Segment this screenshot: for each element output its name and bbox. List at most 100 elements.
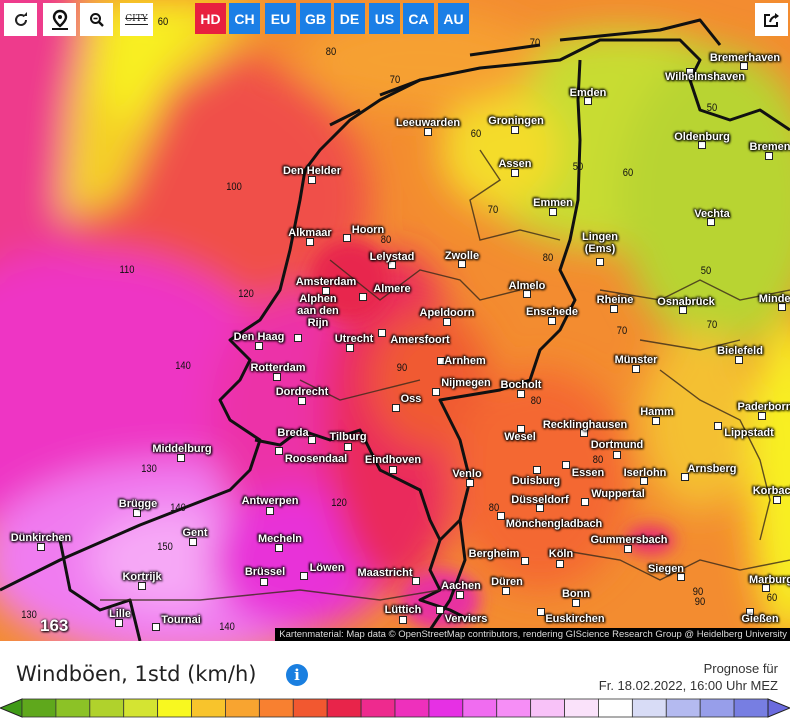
city-marker[interactable] bbox=[681, 473, 689, 481]
city-marker[interactable] bbox=[275, 447, 283, 455]
city-marker[interactable] bbox=[652, 417, 660, 425]
city-marker[interactable] bbox=[596, 258, 604, 266]
city-marker[interactable] bbox=[346, 344, 354, 352]
city-marker[interactable] bbox=[502, 587, 510, 595]
city-marker[interactable] bbox=[260, 578, 268, 586]
city-toggle-button[interactable]: CITY bbox=[120, 3, 153, 36]
city-marker[interactable] bbox=[580, 429, 588, 437]
city-marker[interactable] bbox=[707, 218, 715, 226]
wind-gust-map[interactable]: Bremerhaven Wilhelmshaven Emden Leeuwarden G… bbox=[0, 0, 790, 641]
region-button-eu[interactable]: EU bbox=[265, 3, 296, 34]
city-label: Gummersbach bbox=[590, 534, 668, 546]
city-label: Arnsberg bbox=[687, 463, 737, 475]
city-marker[interactable] bbox=[308, 176, 316, 184]
city-marker[interactable] bbox=[275, 544, 283, 552]
city-marker[interactable] bbox=[399, 616, 407, 624]
city-marker[interactable] bbox=[632, 365, 640, 373]
city-marker[interactable] bbox=[177, 454, 185, 462]
share-button[interactable] bbox=[755, 3, 788, 36]
city-marker[interactable] bbox=[412, 577, 420, 585]
city-marker[interactable] bbox=[437, 357, 445, 365]
city-marker[interactable] bbox=[138, 582, 146, 590]
city-marker[interactable] bbox=[613, 451, 621, 459]
city-marker[interactable] bbox=[189, 538, 197, 546]
city-marker[interactable] bbox=[133, 509, 141, 517]
reload-button[interactable] bbox=[4, 3, 37, 36]
city-marker[interactable] bbox=[556, 560, 564, 568]
city-marker[interactable] bbox=[511, 169, 519, 177]
city-marker[interactable] bbox=[679, 306, 687, 314]
city-marker[interactable] bbox=[549, 208, 557, 216]
city-marker[interactable] bbox=[521, 557, 529, 565]
city-marker[interactable] bbox=[37, 543, 45, 551]
region-button-us[interactable]: US bbox=[369, 3, 400, 34]
forecast-info: Prognose für Fr. 18.02.2022, 16:00 Uhr M… bbox=[599, 660, 778, 694]
city-marker[interactable] bbox=[548, 317, 556, 325]
city-marker[interactable] bbox=[343, 234, 351, 242]
city-marker[interactable] bbox=[308, 436, 316, 444]
city-marker[interactable] bbox=[698, 141, 706, 149]
city-marker[interactable] bbox=[378, 329, 386, 337]
city-marker[interactable] bbox=[686, 68, 694, 76]
info-icon[interactable]: i bbox=[286, 664, 308, 686]
city-marker[interactable] bbox=[536, 504, 544, 512]
city-marker[interactable] bbox=[765, 152, 773, 160]
city-marker[interactable] bbox=[740, 62, 748, 70]
city-marker[interactable] bbox=[294, 334, 302, 342]
city-marker[interactable] bbox=[497, 512, 505, 520]
city-marker[interactable] bbox=[778, 303, 786, 311]
city-marker[interactable] bbox=[115, 619, 123, 627]
region-button-de[interactable]: DE bbox=[334, 3, 365, 34]
city-marker[interactable] bbox=[517, 425, 525, 433]
city-marker[interactable] bbox=[624, 545, 632, 553]
city-marker[interactable] bbox=[758, 412, 766, 420]
region-button-hd[interactable]: HD bbox=[195, 3, 226, 34]
city-marker[interactable] bbox=[255, 342, 263, 350]
city-marker[interactable] bbox=[572, 599, 580, 607]
region-button-ch[interactable]: CH bbox=[229, 3, 260, 34]
city-marker[interactable] bbox=[152, 623, 160, 631]
city-marker[interactable] bbox=[533, 466, 541, 474]
city-marker[interactable] bbox=[298, 397, 306, 405]
city-marker[interactable] bbox=[458, 260, 466, 268]
city-marker[interactable] bbox=[773, 496, 781, 504]
city-marker[interactable] bbox=[584, 97, 592, 105]
city-marker[interactable] bbox=[746, 608, 754, 616]
city-marker[interactable] bbox=[562, 461, 570, 469]
city-marker[interactable] bbox=[762, 584, 770, 592]
city-marker[interactable] bbox=[517, 390, 525, 398]
city-marker[interactable] bbox=[466, 479, 474, 487]
city-marker[interactable] bbox=[306, 238, 314, 246]
city-marker[interactable] bbox=[273, 373, 281, 381]
city-marker[interactable] bbox=[714, 422, 722, 430]
city-marker[interactable] bbox=[266, 507, 274, 515]
location-button[interactable] bbox=[43, 3, 76, 36]
city-marker[interactable] bbox=[392, 404, 400, 412]
city-marker[interactable] bbox=[359, 293, 367, 301]
city-label: Lippstadt bbox=[724, 427, 774, 439]
city-marker[interactable] bbox=[640, 477, 648, 485]
city-marker[interactable] bbox=[436, 606, 444, 614]
scale-segment bbox=[89, 698, 125, 718]
city-marker[interactable] bbox=[511, 126, 519, 134]
city-marker[interactable] bbox=[677, 573, 685, 581]
city-label: Duisburg bbox=[511, 475, 561, 487]
city-marker[interactable] bbox=[523, 290, 531, 298]
region-button-ca[interactable]: CA bbox=[403, 3, 434, 34]
region-button-au[interactable]: AU bbox=[438, 3, 469, 34]
city-marker[interactable] bbox=[388, 261, 396, 269]
city-marker[interactable] bbox=[581, 498, 589, 506]
region-button-gb[interactable]: GB bbox=[300, 3, 331, 34]
city-marker[interactable] bbox=[424, 128, 432, 136]
city-marker[interactable] bbox=[456, 591, 464, 599]
city-marker[interactable] bbox=[389, 466, 397, 474]
city-marker[interactable] bbox=[344, 443, 352, 451]
city-marker[interactable] bbox=[735, 356, 743, 364]
city-marker[interactable] bbox=[443, 318, 451, 326]
city-marker[interactable] bbox=[432, 388, 440, 396]
zoom-out-button[interactable] bbox=[80, 3, 113, 36]
city-marker[interactable] bbox=[537, 608, 545, 616]
city-marker[interactable] bbox=[610, 305, 618, 313]
city-marker[interactable] bbox=[322, 287, 330, 295]
city-marker[interactable] bbox=[300, 572, 308, 580]
